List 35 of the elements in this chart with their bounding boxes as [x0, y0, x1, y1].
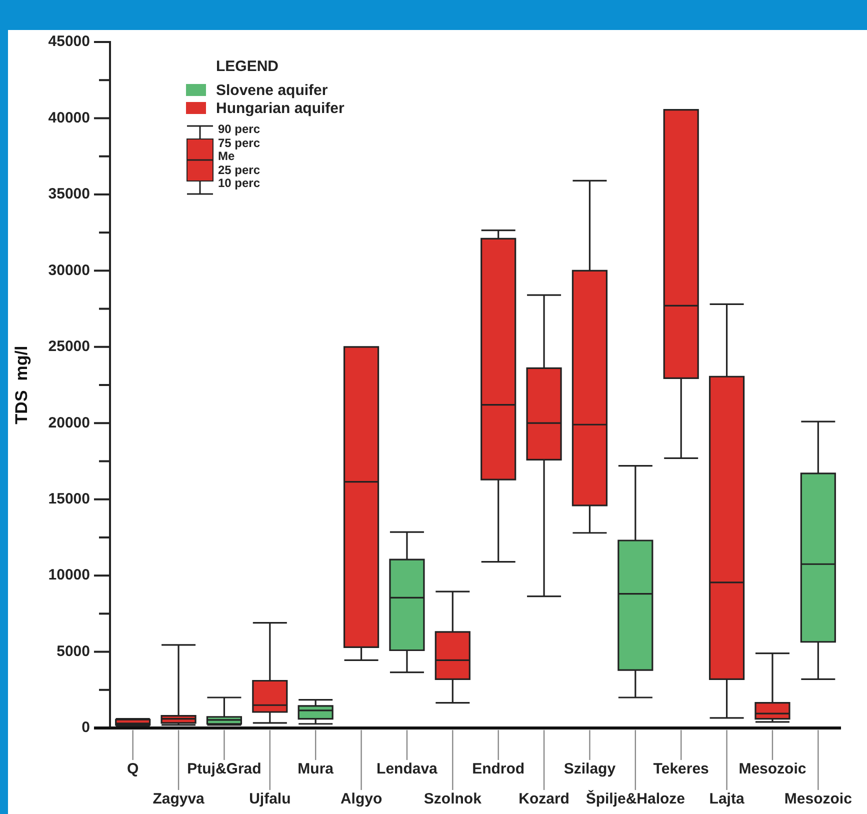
- x-tick-label: Mesozoic: [784, 790, 852, 808]
- x-tick-label: Špilje&Haloze: [586, 790, 686, 808]
- x-tick-label: Tekeres: [653, 760, 709, 778]
- x-tick-label: Mura: [298, 760, 334, 778]
- annotation: 90 perc: [218, 122, 260, 136]
- y-tick-label: 30000: [48, 262, 90, 279]
- y-tick-label: 15000: [48, 490, 90, 508]
- y-tick-label: 20000: [48, 414, 90, 432]
- y-tick-label: 5000: [56, 642, 90, 660]
- annotation: 25 perc: [218, 162, 260, 177]
- legend-title: LEGEND: [216, 58, 280, 75]
- x-tick-label: Ujfalu: [249, 790, 291, 808]
- x-tick-label: Szilagy: [564, 760, 616, 778]
- y-tick-label: 10000: [48, 566, 90, 584]
- x-tick-label: Q: [127, 760, 140, 778]
- x-tick-label: Kozard: [518, 790, 570, 808]
- y-axis-title: TDS mg/l: [12, 346, 31, 424]
- x-tick-label: Lendava: [376, 760, 438, 778]
- y-tick-label: 45000: [48, 33, 90, 50]
- annotation: 10 perc: [218, 176, 260, 190]
- legend-label: Slovene aquifer: [216, 82, 328, 98]
- x-tick-label: Mesozoic: [738, 760, 806, 778]
- x-tick-label: Szolnok: [424, 790, 482, 808]
- x-tick-label: Endrod: [472, 760, 525, 778]
- legend-label: Hungarian aquifer: [216, 100, 344, 116]
- y-tick-label: 25000: [48, 338, 90, 356]
- y-tick-label: 35000: [48, 186, 90, 203]
- annotation: 75 perc: [218, 136, 260, 150]
- x-tick-label: Algyo: [340, 790, 382, 808]
- x-tick-label: Lajta: [709, 790, 745, 808]
- y-tick-label: 0: [82, 719, 90, 736]
- y-tick-label: 40000: [48, 109, 90, 126]
- x-tick-label: Ptuj&Grad: [187, 760, 262, 778]
- annotation: Me: [218, 149, 236, 164]
- x-tick-label: Zagyva: [152, 790, 206, 808]
